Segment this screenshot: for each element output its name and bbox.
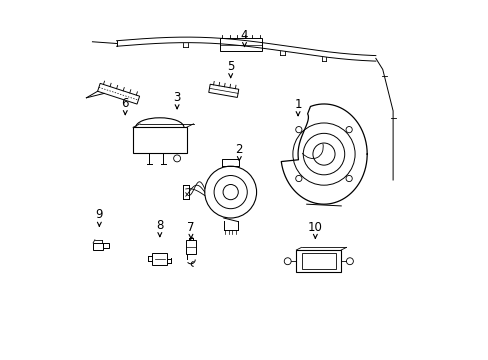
Text: 10: 10 (307, 221, 322, 234)
Text: 3: 3 (173, 91, 181, 104)
Text: 7: 7 (187, 221, 194, 234)
Text: 8: 8 (156, 219, 163, 232)
Text: 9: 9 (95, 208, 103, 221)
Text: 6: 6 (122, 97, 129, 110)
Text: 4: 4 (240, 29, 248, 42)
Text: 2: 2 (235, 143, 243, 156)
Text: 5: 5 (226, 60, 234, 73)
Text: 1: 1 (294, 98, 301, 111)
